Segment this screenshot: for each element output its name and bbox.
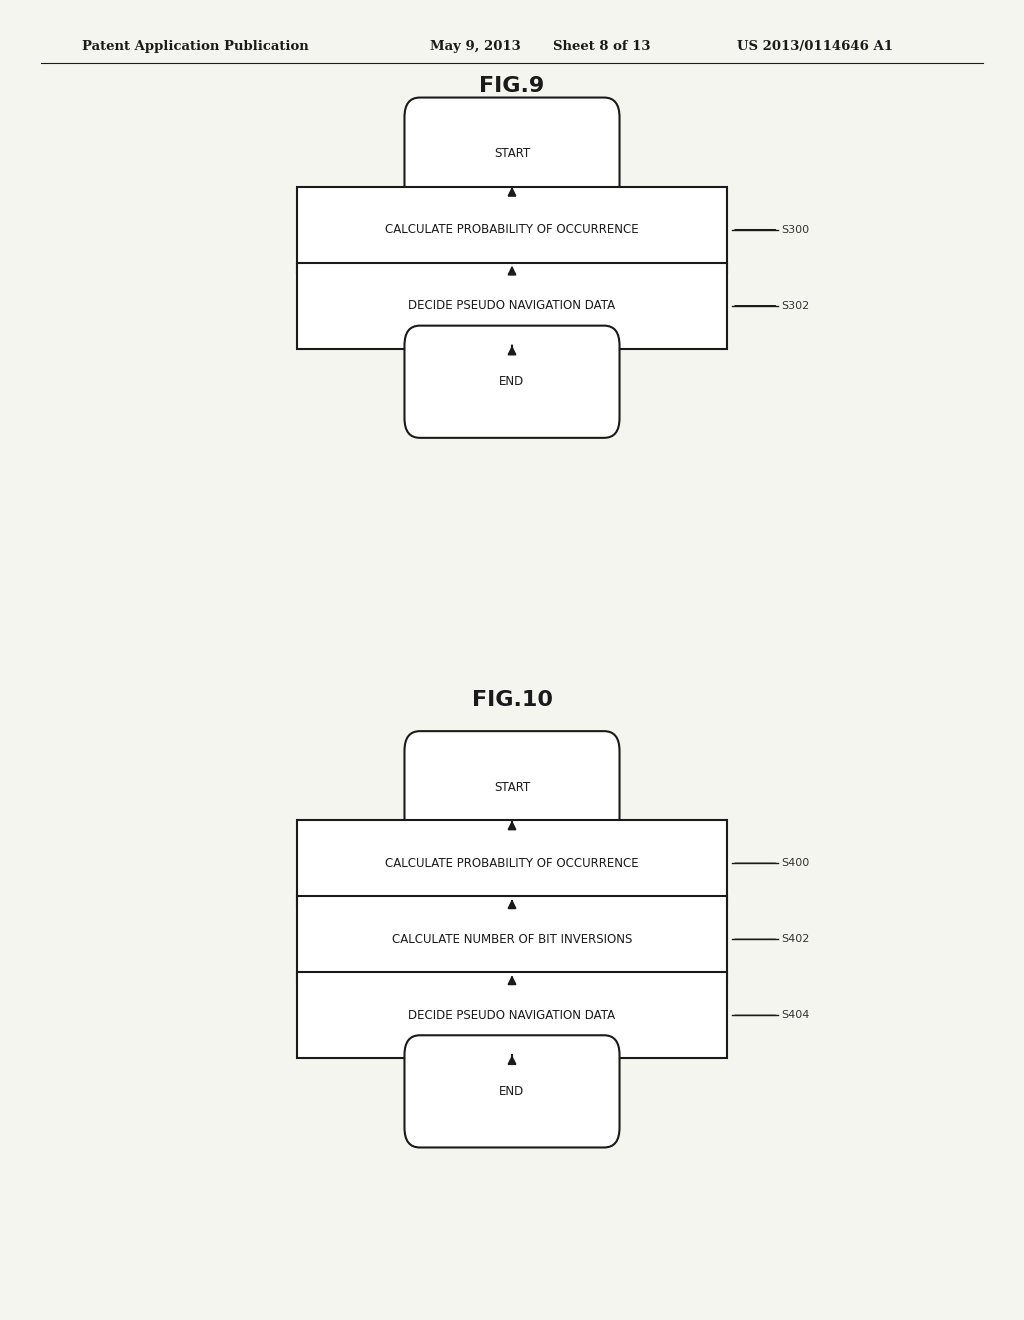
Text: S402: S402 <box>781 935 810 944</box>
Text: DECIDE PSEUDO NAVIGATION DATA: DECIDE PSEUDO NAVIGATION DATA <box>409 1008 615 1022</box>
Text: S400: S400 <box>781 858 810 869</box>
Text: START: START <box>494 147 530 160</box>
Text: May 9, 2013: May 9, 2013 <box>430 40 521 53</box>
FancyBboxPatch shape <box>297 186 727 272</box>
Text: US 2013/0114646 A1: US 2013/0114646 A1 <box>737 40 893 53</box>
FancyBboxPatch shape <box>297 820 727 906</box>
Text: FIG.10: FIG.10 <box>471 689 553 710</box>
Text: CALCULATE PROBABILITY OF OCCURRENCE: CALCULATE PROBABILITY OF OCCURRENCE <box>385 857 639 870</box>
FancyBboxPatch shape <box>297 973 727 1059</box>
Text: END: END <box>500 375 524 388</box>
Text: S404: S404 <box>781 1010 810 1020</box>
FancyBboxPatch shape <box>404 326 620 438</box>
Text: CALCULATE PROBABILITY OF OCCURRENCE: CALCULATE PROBABILITY OF OCCURRENCE <box>385 223 639 236</box>
Text: START: START <box>494 780 530 793</box>
Text: S302: S302 <box>781 301 810 310</box>
FancyBboxPatch shape <box>297 896 727 982</box>
Text: END: END <box>500 1085 524 1098</box>
Text: S300: S300 <box>781 224 809 235</box>
FancyBboxPatch shape <box>404 1035 620 1147</box>
Text: Patent Application Publication: Patent Application Publication <box>82 40 308 53</box>
Text: FIG.9: FIG.9 <box>479 75 545 96</box>
FancyBboxPatch shape <box>404 98 620 210</box>
FancyBboxPatch shape <box>404 731 620 843</box>
Text: Sheet 8 of 13: Sheet 8 of 13 <box>553 40 650 53</box>
FancyBboxPatch shape <box>297 263 727 348</box>
Text: DECIDE PSEUDO NAVIGATION DATA: DECIDE PSEUDO NAVIGATION DATA <box>409 300 615 313</box>
Text: CALCULATE NUMBER OF BIT INVERSIONS: CALCULATE NUMBER OF BIT INVERSIONS <box>392 933 632 946</box>
